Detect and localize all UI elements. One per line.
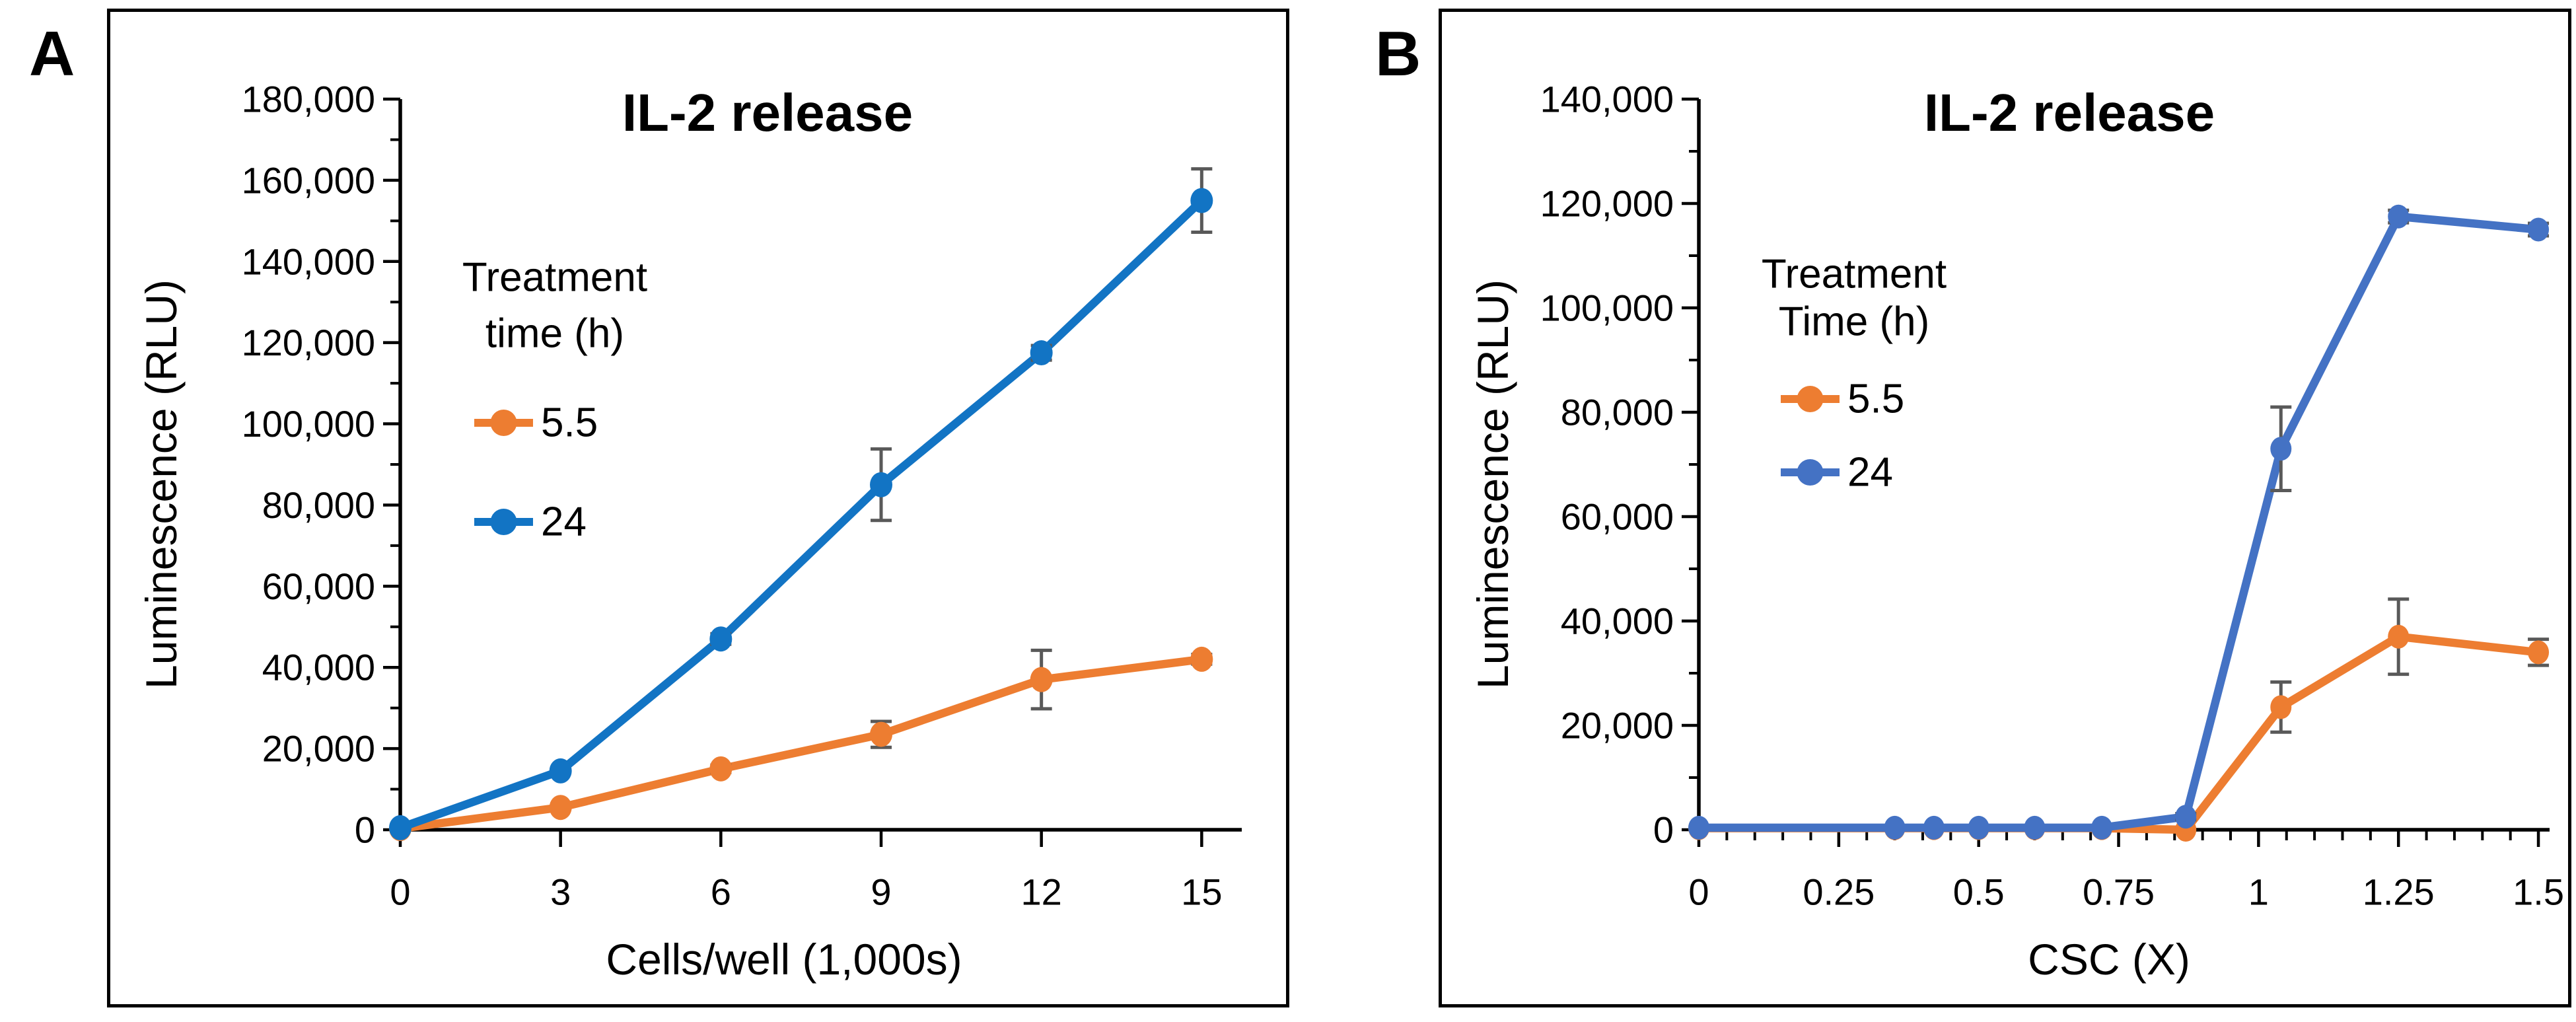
series-line [396, 655, 1206, 833]
series-line [396, 196, 1206, 832]
data-point-marker [2388, 204, 2410, 229]
series-24 [389, 167, 1213, 840]
y-tick-label: 80,000 [1561, 392, 1674, 433]
legend-swatch-marker [490, 410, 517, 436]
data-point-marker [2175, 805, 2197, 829]
legend-entry-24: 24 [1781, 450, 1893, 495]
data-point-marker [2270, 695, 2292, 719]
data-point-marker [709, 626, 733, 652]
y-tick-label: 60,000 [1561, 496, 1674, 538]
legend-title-line: Time (h) [1779, 299, 1929, 345]
panel-b: IL-2 release 0 20,000 40,000 60,000 80,000 100… [1439, 9, 2571, 1007]
legend: Treatment time (h) 5.5 24 [462, 255, 647, 545]
data-point-marker [389, 815, 411, 840]
data-point-marker [709, 756, 733, 782]
x-tick-label: 3 [550, 871, 571, 913]
data-point-marker [549, 795, 572, 821]
series-5.5 [389, 646, 1213, 842]
y-tick-label: 180,000 [242, 79, 375, 120]
y-tick-label: 40,000 [1561, 601, 1674, 642]
y-tick-label: 160,000 [242, 159, 375, 201]
y-tick-label: 100,000 [242, 403, 375, 445]
series-24 [1688, 204, 2550, 840]
legend-title-line: Treatment [1762, 252, 1947, 297]
legend-swatch-marker [490, 509, 517, 535]
data-point-marker [2024, 815, 2046, 840]
legend-swatch-marker [1797, 459, 1824, 486]
x-axis-title: CSC (X) [2028, 935, 2190, 984]
data-point-marker [870, 721, 892, 747]
y-tick-label: 140,000 [1540, 79, 1674, 120]
series-line [1694, 212, 2543, 832]
panel-label-a: A [29, 18, 75, 89]
y-tick-label: 80,000 [262, 484, 375, 526]
data-point-marker [2388, 624, 2410, 649]
data-point-marker [1030, 340, 1053, 366]
chart-title: IL-2 release [622, 83, 913, 142]
y-tick-label: 40,000 [262, 647, 375, 688]
data-point-marker [2528, 217, 2550, 242]
x-tick-label: 9 [871, 871, 891, 913]
data-point-marker [1968, 815, 1989, 840]
y-tick-label: 20,000 [262, 728, 375, 770]
x-axis-title: Cells/well (1,000s) [606, 935, 962, 984]
x-tick-label: 0 [390, 871, 410, 913]
legend-title-line: Treatment [462, 255, 647, 301]
panel-label-b: B [1375, 18, 1421, 89]
y-tick-label: 0 [355, 809, 375, 851]
data-point-marker [1190, 188, 1213, 213]
y-tick-label: 120,000 [242, 322, 375, 363]
y-tick-label: 0 [1653, 809, 1674, 851]
data-point-marker [549, 758, 572, 784]
x-tick-label: 15 [1181, 871, 1222, 913]
x-tick-label: 12 [1021, 871, 1062, 913]
legend-entry-label: 24 [1847, 450, 1893, 495]
x-tick-label: 0 [1688, 871, 1709, 913]
data-point-marker [2270, 437, 2292, 461]
line-chart-il2-release-cells-per-well: IL-2 release 0 20,000 40,000 60,000 80,000 100… [137, 79, 1242, 984]
y-tick-label: 140,000 [242, 240, 375, 282]
x-tick-label: 0.75 [2083, 871, 2155, 913]
legend-entry-label: 24 [541, 499, 587, 545]
x-tick-label: 1 [2248, 871, 2269, 913]
x-tick-label: 6 [711, 871, 731, 913]
legend-entry-5.5: 5.5 [1781, 377, 1904, 422]
legend-entry-24: 24 [474, 499, 587, 545]
line-chart-il2-release-csc: IL-2 release020,00040,00060,00080,000100… [1468, 79, 2564, 984]
legend-entry-label: 5.5 [1847, 377, 1904, 422]
y-axis-title: Luminescence (RLU) [137, 279, 186, 689]
data-point-marker [1030, 667, 1053, 692]
series-5.5 [1688, 597, 2550, 842]
x-tick-label: 1.5 [2513, 871, 2564, 913]
x-tick-label: 0.25 [1803, 871, 1875, 913]
y-tick-label: 120,000 [1540, 183, 1674, 225]
y-tick-label: 60,000 [262, 566, 375, 607]
data-point-marker [870, 472, 892, 497]
data-point-marker [1190, 646, 1213, 672]
y-axis-title: Luminescence (RLU) [1468, 279, 1517, 689]
y-tick-label: 100,000 [1540, 287, 1674, 329]
y-tick-label: 20,000 [1561, 705, 1674, 747]
data-point-marker [1688, 815, 1709, 840]
series-line [1694, 632, 2543, 834]
data-point-marker [2528, 640, 2550, 665]
legend-entry-label: 5.5 [541, 400, 598, 446]
legend-title-line: time (h) [485, 311, 624, 357]
x-tick-label: 1.25 [2363, 871, 2435, 913]
panel-a: IL-2 release 0 20,000 40,000 60,000 80,000 100… [107, 9, 1289, 1007]
data-point-marker [1923, 815, 1945, 840]
data-point-marker [2091, 815, 2113, 840]
data-point-marker [1884, 815, 1906, 840]
x-tick-label: 0.5 [1953, 871, 2005, 913]
legend-entry-5.5: 5.5 [474, 400, 598, 446]
chart-title: IL-2 release [1924, 83, 2215, 142]
legend-swatch-marker [1797, 386, 1824, 412]
